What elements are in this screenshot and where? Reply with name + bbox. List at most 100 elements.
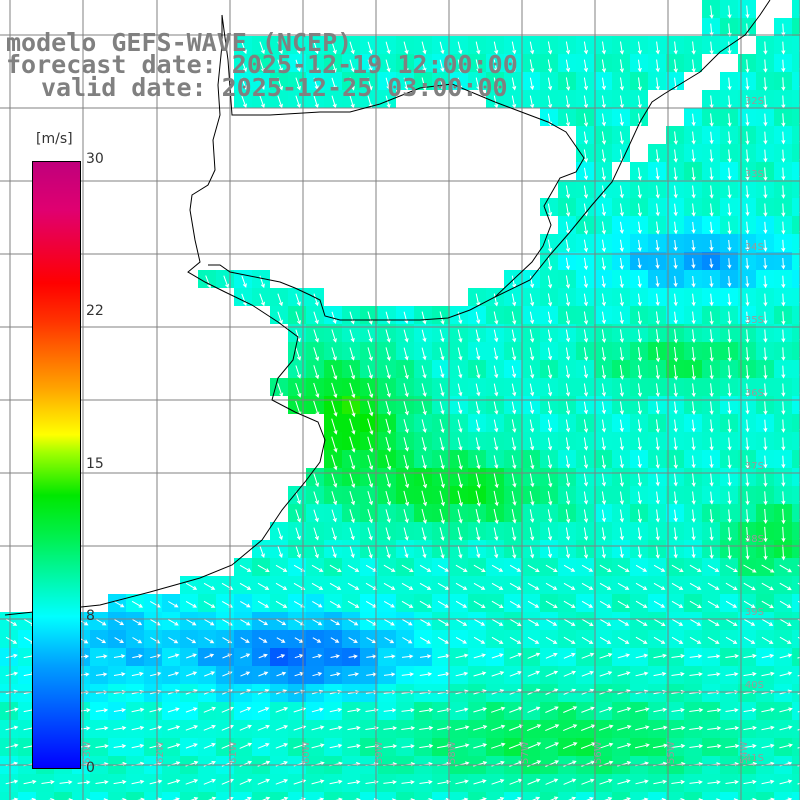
wind-vector-arrow	[221, 706, 234, 713]
wind-cell	[792, 540, 800, 558]
wind-vector-arrow	[259, 59, 265, 73]
wind-vector-arrow	[622, 797, 631, 800]
wind-cell	[360, 792, 378, 800]
coastline	[4, 0, 771, 616]
wind-vector-arrow	[655, 455, 660, 469]
wind-vector-arrow	[401, 654, 414, 659]
wind-vector-arrow	[637, 203, 642, 217]
wind-vector-arrow	[457, 383, 463, 397]
wind-cell	[792, 324, 800, 342]
wind-vector-arrow	[403, 437, 409, 452]
wind-vector-arrow	[149, 743, 163, 749]
wind-vector-arrow	[437, 779, 451, 785]
wind-vector-arrow	[150, 653, 162, 659]
wind-vector-arrow	[511, 508, 517, 524]
wind-vector-arrow	[673, 185, 678, 199]
wind-cell	[738, 792, 756, 800]
wind-vector-arrow	[565, 203, 571, 217]
wind-vector-arrow	[329, 707, 343, 713]
wind-vector-arrow	[637, 437, 642, 451]
wind-vector-arrow	[511, 41, 517, 55]
wind-vector-arrow	[257, 707, 270, 713]
wind-vector-arrow	[509, 652, 523, 659]
wind-vector-arrow	[547, 545, 553, 559]
wind-vector-arrow	[527, 600, 540, 608]
wind-vector-arrow	[331, 509, 337, 523]
wind-vector-arrow	[383, 600, 395, 608]
wind-vector-arrow	[635, 582, 648, 590]
wind-vector-arrow	[457, 472, 463, 489]
wind-vector-arrow	[781, 167, 786, 181]
wind-vector-arrow	[421, 472, 428, 489]
wind-vector-arrow	[547, 239, 553, 253]
wind-vector-arrow	[691, 401, 696, 416]
wind-vector-arrow	[725, 600, 738, 608]
wind-vector-arrow	[421, 59, 427, 73]
wind-vector-arrow	[779, 707, 793, 713]
wind-vector-arrow	[781, 455, 786, 469]
wind-vector-arrow	[671, 618, 684, 626]
wind-vector-arrow	[565, 347, 571, 361]
wind-vector-arrow	[329, 600, 342, 608]
wind-vector-arrow	[295, 545, 301, 559]
wind-vector-arrow	[779, 636, 792, 644]
wind-cell	[792, 774, 800, 792]
wind-vector-arrow	[583, 167, 588, 181]
wind-vector-arrow	[331, 436, 338, 453]
wind-vector-arrow	[653, 636, 666, 644]
wind-cell	[540, 792, 558, 800]
wind-vector-arrow	[563, 760, 577, 767]
wind-vector-arrow	[493, 401, 499, 415]
wind-vector-arrow	[455, 725, 470, 731]
wind-vector-arrow	[673, 419, 678, 433]
wind-vector-arrow	[331, 95, 337, 109]
wind-vector-arrow	[727, 5, 732, 19]
wind-cell	[684, 792, 702, 800]
coastline-estuary	[208, 14, 585, 321]
wind-vector-arrow	[709, 383, 714, 398]
wind-vector-arrow	[617, 725, 632, 731]
wind-vector-arrow	[709, 311, 714, 326]
wind-vector-arrow	[239, 724, 252, 731]
wind-vector-arrow	[367, 77, 373, 91]
wind-vector-arrow	[637, 383, 642, 398]
wind-vector-arrow	[349, 472, 356, 489]
wind-cell	[792, 630, 800, 648]
wind-vector-arrow	[527, 652, 541, 659]
wind-vector-arrow	[529, 401, 535, 415]
wind-cell	[486, 792, 504, 800]
wind-vector-arrow	[493, 329, 499, 343]
wind-vector-arrow	[725, 744, 740, 749]
wind-vector-arrow	[637, 59, 642, 73]
wind-vector-arrow	[601, 473, 606, 487]
wind-vector-arrow	[527, 564, 540, 573]
wind-vector-arrow	[565, 509, 571, 524]
wind-cell	[792, 684, 800, 702]
wind-vector-arrow	[385, 545, 391, 559]
wind-vector-arrow	[779, 564, 792, 573]
wind-vector-arrow	[781, 526, 786, 543]
latitude-label: 38S	[745, 534, 764, 545]
wind-vector-arrow	[655, 473, 660, 487]
wind-vector-arrow	[727, 365, 732, 380]
colorbar-tick-label: 22	[86, 303, 104, 319]
wind-vector-arrow	[493, 347, 499, 361]
wind-vector-arrow	[781, 329, 786, 343]
wind-vector-arrow	[763, 455, 768, 469]
wind-vector-arrow	[745, 5, 750, 19]
wind-cell	[774, 792, 792, 800]
wind-vector-arrow	[421, 419, 427, 434]
wind-vector-arrow	[619, 275, 624, 289]
wind-vector-arrow	[113, 744, 127, 749]
wind-vector-arrow	[547, 419, 553, 433]
wind-vector-arrow	[131, 707, 145, 713]
wind-vector-arrow	[583, 545, 589, 559]
wind-vector-arrow	[565, 293, 571, 307]
wind-vector-arrow	[527, 706, 541, 713]
wind-vector-arrow	[655, 509, 660, 523]
wind-vector-arrow	[655, 311, 660, 325]
wind-vector-arrow	[331, 418, 338, 435]
wind-vector-arrow	[725, 564, 738, 572]
wind-vector-arrow	[257, 778, 271, 785]
wind-vector-arrow	[509, 564, 522, 572]
